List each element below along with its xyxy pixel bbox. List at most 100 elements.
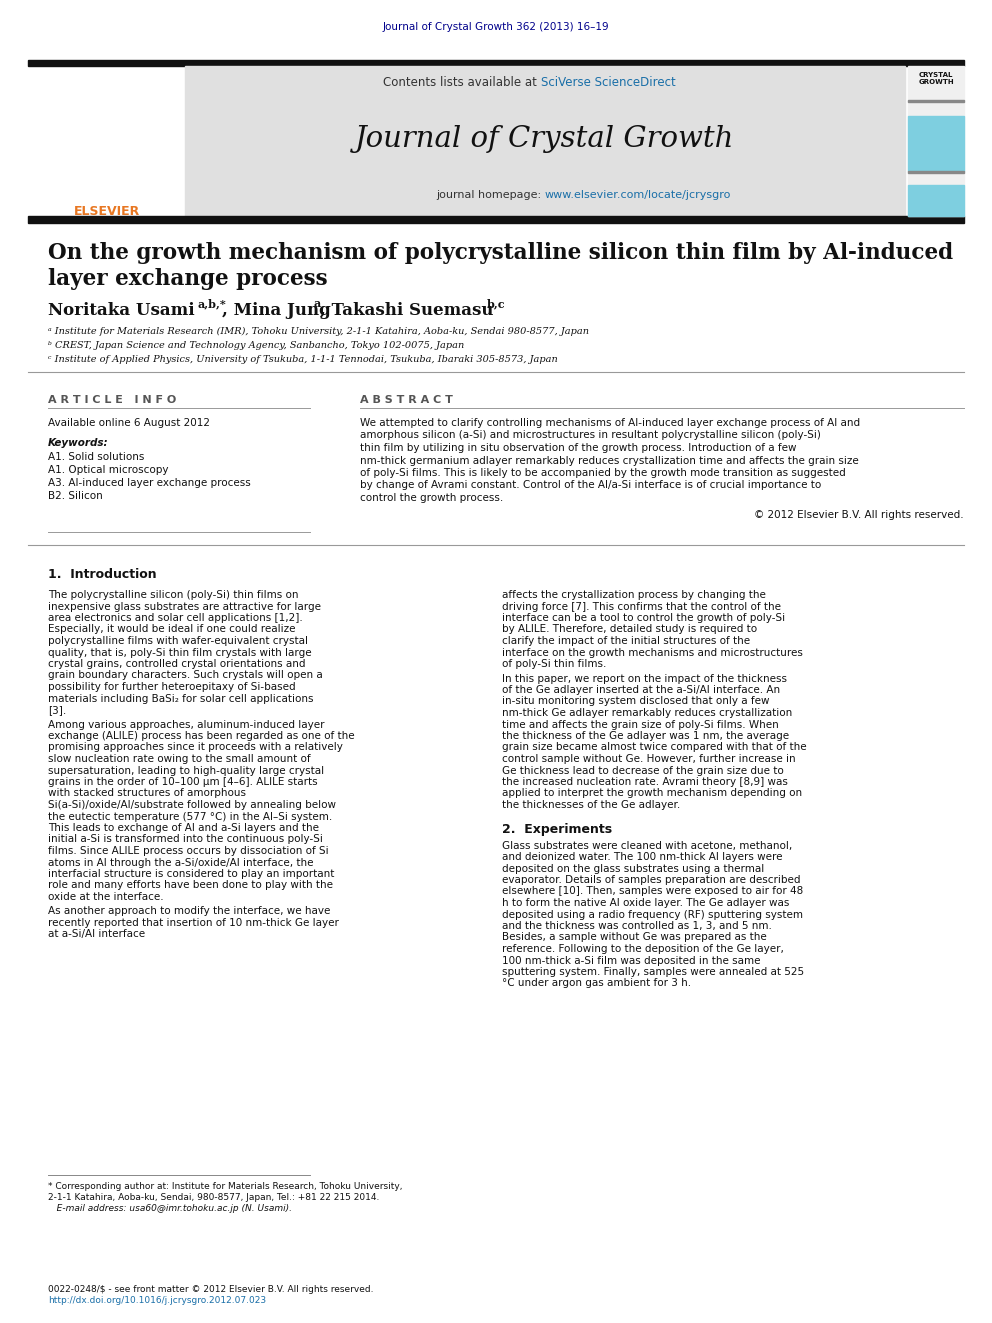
Text: the eutectic temperature (577 °C) in the Al–Si system.: the eutectic temperature (577 °C) in the… — [48, 811, 332, 822]
Text: of poly-Si thin films.: of poly-Si thin films. — [502, 659, 606, 669]
Text: ELSEVIER: ELSEVIER — [73, 205, 140, 218]
Bar — [185, 66, 905, 216]
Text: * Corresponding author at: Institute for Materials Research, Tohoku University,: * Corresponding author at: Institute for… — [48, 1181, 403, 1191]
Text: recently reported that insertion of 10 nm-thick Ge layer: recently reported that insertion of 10 n… — [48, 918, 339, 927]
Text: role and many efforts have been done to play with the: role and many efforts have been done to … — [48, 881, 333, 890]
Text: driving force [7]. This confirms that the control of the: driving force [7]. This confirms that th… — [502, 602, 781, 611]
Bar — [908, 116, 964, 171]
Bar — [908, 185, 964, 216]
Text: A1. Solid solutions: A1. Solid solutions — [48, 452, 145, 462]
Text: supersaturation, leading to high-quality large crystal: supersaturation, leading to high-quality… — [48, 766, 324, 775]
Text: time and affects the grain size of poly-Si films. When: time and affects the grain size of poly-… — [502, 720, 779, 729]
Text: SciVerse ScienceDirect: SciVerse ScienceDirect — [541, 75, 676, 89]
Text: polycrystalline films with wafer-equivalent crystal: polycrystalline films with wafer-equival… — [48, 636, 308, 646]
Text: deposited using a radio frequency (RF) sputtering system: deposited using a radio frequency (RF) s… — [502, 909, 803, 919]
Text: a,b,*: a,b,* — [198, 298, 227, 310]
Text: grain size became almost twice compared with that of the: grain size became almost twice compared … — [502, 742, 806, 753]
Text: A3. Al-induced layer exchange process: A3. Al-induced layer exchange process — [48, 478, 251, 488]
Text: Journal of Crystal Growth 362 (2013) 16–19: Journal of Crystal Growth 362 (2013) 16–… — [383, 22, 609, 32]
Text: by change of Avrami constant. Control of the Al/a-Si interface is of crucial imp: by change of Avrami constant. Control of… — [360, 480, 821, 491]
Text: applied to interpret the growth mechanism depending on: applied to interpret the growth mechanis… — [502, 789, 803, 799]
Text: Among various approaches, aluminum-induced layer: Among various approaches, aluminum-induc… — [48, 720, 324, 729]
Text: and deionized water. The 100 nm-thick Al layers were: and deionized water. The 100 nm-thick Al… — [502, 852, 783, 863]
Text: evaporator. Details of samples preparation are described: evaporator. Details of samples preparati… — [502, 875, 801, 885]
Text: On the growth mechanism of polycrystalline silicon thin film by Al-induced: On the growth mechanism of polycrystalli… — [48, 242, 953, 265]
Text: materials including BaSi₂ for solar cell applications: materials including BaSi₂ for solar cell… — [48, 693, 313, 704]
Text: slow nucleation rate owing to the small amount of: slow nucleation rate owing to the small … — [48, 754, 310, 763]
Text: ᵇ CREST, Japan Science and Technology Agency, Sanbancho, Tokyo 102-0075, Japan: ᵇ CREST, Japan Science and Technology Ag… — [48, 341, 464, 351]
Text: inexpensive glass substrates are attractive for large: inexpensive glass substrates are attract… — [48, 602, 321, 611]
Text: Si(a-Si)/oxide/Al/substrate followed by annealing below: Si(a-Si)/oxide/Al/substrate followed by … — [48, 800, 336, 810]
Bar — [28, 216, 964, 224]
Text: amorphous silicon (a-Si) and microstructures in resultant polycrystalline silico: amorphous silicon (a-Si) and microstruct… — [360, 430, 820, 441]
Text: h to form the native Al oxide layer. The Ge adlayer was: h to form the native Al oxide layer. The… — [502, 898, 790, 908]
Text: E-mail address: usa60@imr.tohoku.ac.jp (N. Usami).: E-mail address: usa60@imr.tohoku.ac.jp (… — [48, 1204, 292, 1213]
Text: in-situ monitoring system disclosed that only a few: in-situ monitoring system disclosed that… — [502, 696, 770, 706]
Text: of the Ge adlayer inserted at the a-Si/Al interface. An: of the Ge adlayer inserted at the a-Si/A… — [502, 685, 780, 695]
Text: grains in the order of 10–100 μm [4–6]. ALILE starts: grains in the order of 10–100 μm [4–6]. … — [48, 777, 317, 787]
Text: A B S T R A C T: A B S T R A C T — [360, 396, 453, 405]
Text: Available online 6 August 2012: Available online 6 August 2012 — [48, 418, 210, 429]
Text: nm-thick Ge adlayer remarkably reduces crystallization: nm-thick Ge adlayer remarkably reduces c… — [502, 708, 793, 718]
Bar — [28, 60, 964, 66]
Text: the increased nucleation rate. Avrami theory [8,9] was: the increased nucleation rate. Avrami th… — [502, 777, 788, 787]
Text: Noritaka Usami: Noritaka Usami — [48, 302, 194, 319]
Bar — [908, 101, 964, 102]
Text: b,c: b,c — [487, 298, 506, 310]
Text: by ALILE. Therefore, detailed study is required to: by ALILE. Therefore, detailed study is r… — [502, 624, 757, 635]
Text: the thicknesses of the Ge adlayer.: the thicknesses of the Ge adlayer. — [502, 800, 681, 810]
Text: layer exchange process: layer exchange process — [48, 269, 327, 290]
Text: thin film by utilizing in situ observation of the growth process. Introduction o: thin film by utilizing in situ observati… — [360, 443, 797, 452]
Text: control the growth process.: control the growth process. — [360, 493, 503, 503]
Text: B2. Silicon: B2. Silicon — [48, 491, 103, 501]
Text: quality, that is, poly-Si thin film crystals with large: quality, that is, poly-Si thin film crys… — [48, 647, 311, 658]
Text: promising approaches since it proceeds with a relatively: promising approaches since it proceeds w… — [48, 742, 343, 753]
Text: Contents lists available at: Contents lists available at — [383, 75, 541, 89]
Text: oxide at the interface.: oxide at the interface. — [48, 892, 164, 902]
Text: clarify the impact of the initial structures of the: clarify the impact of the initial struct… — [502, 636, 750, 646]
Text: 2-1-1 Katahira, Aoba-ku, Sendai, 980-8577, Japan, Tel.: +81 22 215 2014.: 2-1-1 Katahira, Aoba-ku, Sendai, 980-857… — [48, 1193, 379, 1203]
Text: °C under argon gas ambient for 3 h.: °C under argon gas ambient for 3 h. — [502, 979, 691, 988]
Text: CRYSTAL
GROWTH: CRYSTAL GROWTH — [919, 71, 954, 85]
Text: 1.  Introduction: 1. Introduction — [48, 568, 157, 581]
Text: 0022-0248/$ - see front matter © 2012 Elsevier B.V. All rights reserved.: 0022-0248/$ - see front matter © 2012 El… — [48, 1285, 374, 1294]
Text: grain boundary characters. Such crystals will open a: grain boundary characters. Such crystals… — [48, 671, 322, 680]
Text: We attempted to clarify controlling mechanisms of Al-induced layer exchange proc: We attempted to clarify controlling mech… — [360, 418, 860, 429]
Text: the thickness of the Ge adlayer was 1 nm, the average: the thickness of the Ge adlayer was 1 nm… — [502, 732, 789, 741]
Text: atoms in Al through the a-Si/oxide/Al interface, the: atoms in Al through the a-Si/oxide/Al in… — [48, 857, 313, 868]
Text: The polycrystalline silicon (poly-Si) thin films on: The polycrystalline silicon (poly-Si) th… — [48, 590, 299, 601]
Text: A R T I C L E   I N F O: A R T I C L E I N F O — [48, 396, 177, 405]
Text: films. Since ALILE process occurs by dissociation of Si: films. Since ALILE process occurs by dis… — [48, 845, 328, 856]
Text: nm-thick germanium adlayer remarkably reduces crystallization time and affects t: nm-thick germanium adlayer remarkably re… — [360, 455, 859, 466]
Text: and the thickness was controlled as 1, 3, and 5 nm.: and the thickness was controlled as 1, 3… — [502, 921, 772, 931]
Text: A1. Optical microscopy: A1. Optical microscopy — [48, 464, 169, 475]
Text: at a-Si/Al interface: at a-Si/Al interface — [48, 930, 145, 939]
Text: initial a-Si is transformed into the continuous poly-Si: initial a-Si is transformed into the con… — [48, 835, 322, 844]
Text: deposited on the glass substrates using a thermal: deposited on the glass substrates using … — [502, 864, 764, 873]
Text: As another approach to modify the interface, we have: As another approach to modify the interf… — [48, 906, 330, 917]
Text: exchange (ALILE) process has been regarded as one of the: exchange (ALILE) process has been regard… — [48, 732, 354, 741]
Text: area electronics and solar cell applications [1,2].: area electronics and solar cell applicat… — [48, 613, 303, 623]
Text: Glass substrates were cleaned with acetone, methanol,: Glass substrates were cleaned with aceto… — [502, 840, 793, 851]
Text: interfacial structure is considered to play an important: interfacial structure is considered to p… — [48, 869, 334, 878]
Text: This leads to exchange of Al and a-Si layers and the: This leads to exchange of Al and a-Si la… — [48, 823, 319, 833]
Text: interface can be a tool to control the growth of poly-Si: interface can be a tool to control the g… — [502, 613, 785, 623]
Text: © 2012 Elsevier B.V. All rights reserved.: © 2012 Elsevier B.V. All rights reserved… — [754, 509, 964, 520]
Text: with stacked structures of amorphous: with stacked structures of amorphous — [48, 789, 246, 799]
Bar — [908, 66, 964, 216]
Text: journal homepage:: journal homepage: — [436, 191, 545, 200]
Text: Ge thickness lead to decrease of the grain size due to: Ge thickness lead to decrease of the gra… — [502, 766, 784, 775]
Text: Especially, it would be ideal if one could realize: Especially, it would be ideal if one cou… — [48, 624, 296, 635]
Text: sputtering system. Finally, samples were annealed at 525: sputtering system. Finally, samples were… — [502, 967, 805, 976]
Text: In this paper, we report on the impact of the thickness: In this paper, we report on the impact o… — [502, 673, 787, 684]
Text: crystal grains, controlled crystal orientations and: crystal grains, controlled crystal orien… — [48, 659, 306, 669]
Text: reference. Following to the deposition of the Ge layer,: reference. Following to the deposition o… — [502, 945, 784, 954]
Text: possibility for further heteroepitaxy of Si-based: possibility for further heteroepitaxy of… — [48, 681, 296, 692]
Text: ᶜ Institute of Applied Physics, University of Tsukuba, 1-1-1 Tennodai, Tsukuba, : ᶜ Institute of Applied Physics, Universi… — [48, 355, 558, 364]
Text: , Takashi Suemasu: , Takashi Suemasu — [320, 302, 493, 319]
Text: 2.  Experiments: 2. Experiments — [502, 823, 612, 836]
Text: ᵃ Institute for Materials Research (IMR), Tohoku University, 2-1-1 Katahira, Aob: ᵃ Institute for Materials Research (IMR)… — [48, 327, 589, 336]
Text: control sample without Ge. However, further increase in: control sample without Ge. However, furt… — [502, 754, 796, 763]
Text: of poly-Si films. This is likely to be accompanied by the growth mode transition: of poly-Si films. This is likely to be a… — [360, 468, 846, 478]
Bar — [908, 171, 964, 173]
